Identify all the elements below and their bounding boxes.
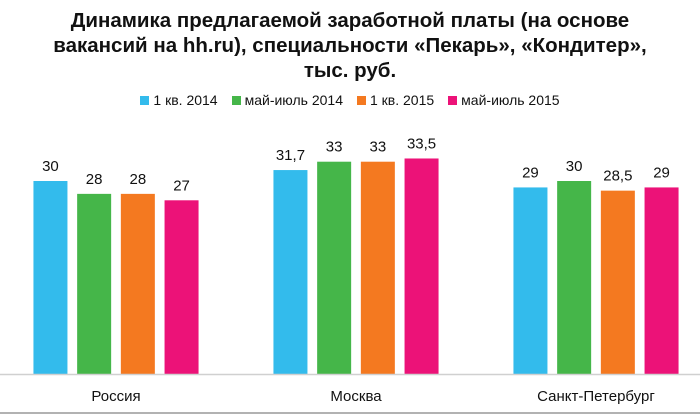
data-label: 28 xyxy=(130,171,147,188)
data-label: 29 xyxy=(653,164,670,181)
bar xyxy=(404,158,439,374)
data-label: 31,7 xyxy=(276,147,305,164)
data-label: 27 xyxy=(173,177,190,194)
data-label: 33 xyxy=(326,139,343,156)
data-label: 28 xyxy=(86,171,103,188)
legend-item: май-июль 2015 xyxy=(448,92,560,108)
legend-swatch xyxy=(140,95,150,105)
data-label: 29 xyxy=(522,164,539,181)
bar xyxy=(77,193,112,374)
legend-swatch xyxy=(448,95,458,105)
legend-item: 1 кв. 2015 xyxy=(357,92,434,108)
legend: 1 кв. 2014 май-июль 2014 1 кв. 2015 май-июл… xyxy=(0,92,700,108)
data-label: 33 xyxy=(370,139,387,156)
legend-item: май-июль 2014 xyxy=(231,92,343,108)
bar xyxy=(557,181,592,374)
x-tick-label: Москва xyxy=(330,388,382,405)
legend-label: 1 кв. 2015 xyxy=(370,92,435,108)
bar xyxy=(317,161,352,374)
bar xyxy=(164,200,199,374)
data-label: 30 xyxy=(42,158,59,175)
bar xyxy=(273,170,308,374)
bar xyxy=(644,187,679,374)
data-label: 28,5 xyxy=(603,168,632,185)
chart-title-line: Динамика предлагаемой заработной платы (… xyxy=(70,9,630,32)
chart-title: Динамика предлагаемой заработной платы (… xyxy=(0,8,700,83)
legend-label: май-июль 2014 xyxy=(244,92,343,108)
legend-swatch xyxy=(231,95,241,105)
legend-item: 1 кв. 2014 xyxy=(140,92,218,108)
legend-label: май-июль 2015 xyxy=(461,92,560,108)
x-tick-label: Санкт-Петербург xyxy=(537,388,655,405)
bar xyxy=(600,190,635,374)
x-tick-label: Россия xyxy=(91,388,140,405)
legend-swatch xyxy=(357,95,366,105)
data-label: 33,5 xyxy=(407,135,436,152)
chart-title-line: тыс. руб. xyxy=(303,59,397,82)
bar xyxy=(33,181,68,374)
bar xyxy=(120,193,155,374)
bar xyxy=(360,161,395,374)
data-label: 30 xyxy=(566,158,583,175)
legend-label: 1 кв. 2014 xyxy=(153,92,218,108)
chart-title-line: вакансий на hh.ru), специальности «Пекар… xyxy=(53,34,647,57)
bar xyxy=(513,187,548,374)
